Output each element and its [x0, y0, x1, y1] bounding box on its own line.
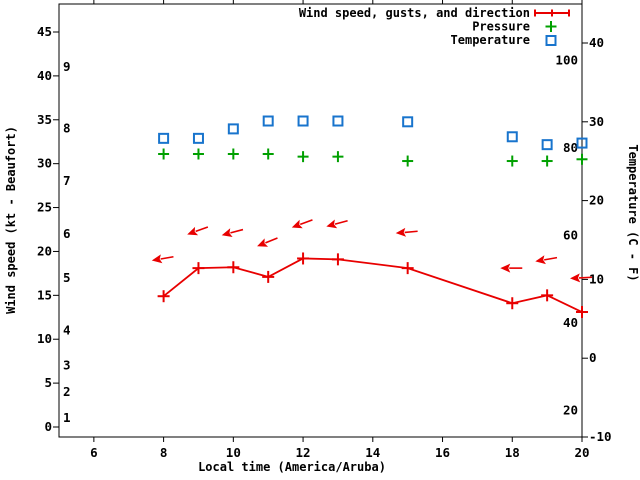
pressure-point	[262, 148, 274, 160]
fahrenheit-inner-label: 40	[563, 315, 578, 330]
left-kt-tick-label: 20	[37, 243, 52, 258]
beaufort-scale-label: 1	[63, 410, 71, 425]
axis-ticks	[53, 0, 588, 442]
x-tick-label: 18	[505, 445, 520, 460]
wind-speed-point	[506, 297, 519, 310]
wind-speed-point	[192, 262, 205, 275]
beaufort-scale-label: 5	[63, 270, 71, 285]
wind-direction-arrow-icon	[535, 255, 558, 265]
right-c-tick-label: 30	[589, 114, 604, 129]
left-kt-tick-label: 5	[44, 375, 52, 390]
left-kt-tick-label: 10	[37, 331, 52, 346]
plot-border	[58, 3, 583, 438]
wind-direction-arrow-icon	[221, 228, 244, 237]
wind-speed-point	[157, 290, 170, 303]
wind-speed-point	[262, 270, 275, 283]
temperature-point	[192, 132, 204, 144]
beaufort-scale-label: 8	[63, 121, 71, 136]
fahrenheit-inner-label: 80	[563, 140, 578, 155]
wind-direction-arrow-icon	[151, 254, 174, 264]
beaufort-scale-label: 7	[63, 173, 71, 188]
x-tick-label: 16	[435, 445, 450, 460]
wind-speed-point	[541, 289, 554, 302]
left-kt-tick-label: 30	[37, 156, 52, 171]
fahrenheit-inner-label: 100	[555, 53, 578, 68]
fahrenheit-inner-label: 60	[563, 228, 578, 243]
temperature-point	[402, 116, 414, 128]
left-kt-tick-label: 0	[44, 419, 52, 434]
left-kt-tick-label: 35	[37, 112, 52, 127]
wind-speed-point	[227, 261, 240, 274]
legend-sample-temperature-square-icon	[545, 35, 557, 46]
x-tick-label: 20	[574, 445, 589, 460]
wind-speed-point	[297, 252, 310, 265]
axis-tick-labels: 6 8 10 12 14 16 18 2005101520253035404512345678…	[37, 24, 612, 460]
wind-direction-arrow-icon	[257, 237, 278, 247]
x-axis-label: Local time (America/Aruba)	[198, 460, 386, 474]
left-kt-tick-label: 15	[37, 287, 52, 302]
right-y-axis-label: Temperature (C - F)	[626, 144, 640, 281]
wind-speed-point	[401, 262, 414, 275]
right-c-tick-label: 40	[589, 35, 604, 50]
temperature-point	[541, 139, 553, 151]
beaufort-scale-label: 4	[63, 322, 71, 337]
pressure-point	[541, 155, 553, 167]
wind-speed-line	[163, 257, 583, 313]
pressure-point	[297, 151, 309, 163]
left-y-axis-label: Wind speed (kt - Beaufort)	[4, 126, 18, 314]
wind-direction-arrow-icon	[187, 226, 209, 236]
x-tick-label: 14	[365, 445, 380, 460]
temperature-point	[262, 115, 274, 127]
beaufort-scale-label: 3	[63, 358, 71, 373]
left-kt-tick-label: 45	[37, 24, 52, 39]
legend-label-temperature: Temperature	[451, 33, 530, 47]
wind-direction-arrow-icon	[570, 273, 593, 283]
temperature-point	[297, 115, 309, 127]
wind-direction-arrow-icon	[500, 263, 523, 273]
pressure-point	[506, 155, 518, 167]
right-c-tick-label: 20	[589, 193, 604, 208]
wind-direction-arrow-icon	[326, 219, 348, 229]
wind-direction-arrow-icon	[291, 219, 313, 229]
temperature-point	[227, 123, 239, 135]
x-tick-label: 8	[160, 445, 168, 460]
pressure-point	[158, 148, 170, 160]
left-kt-tick-label: 25	[37, 200, 52, 215]
pressure-point	[192, 148, 204, 160]
pressure-point	[227, 148, 239, 160]
right-c-tick-label: -10	[589, 429, 612, 444]
left-kt-tick-label: 40	[37, 68, 52, 83]
temperature-point	[158, 132, 170, 144]
right-c-tick-label: 0	[589, 350, 597, 365]
legend-sample-pressure-plus-icon	[545, 21, 557, 32]
beaufort-scale-label: 9	[63, 59, 71, 74]
wind-direction-arrow-icon	[395, 227, 418, 237]
temperature-point	[506, 131, 518, 143]
x-tick-label: 6	[90, 445, 98, 460]
temperature-point	[332, 115, 344, 127]
temperature-point	[576, 137, 588, 149]
beaufort-scale-label: 6	[63, 226, 71, 241]
fahrenheit-inner-label: 20	[563, 403, 578, 418]
legend-label-pressure: Pressure	[472, 20, 530, 34]
legend: Wind speed, gusts, and direction Pressur…	[299, 6, 570, 47]
pressure-point	[332, 151, 344, 163]
pressure-point	[576, 153, 588, 165]
beaufort-scale-label: 2	[63, 384, 71, 399]
x-tick-label: 12	[296, 445, 311, 460]
legend-label-wind: Wind speed, gusts, and direction	[299, 6, 530, 20]
pressure-point	[402, 155, 414, 167]
right-c-tick-label: 10	[589, 271, 604, 286]
legend-sample-wind-errorbar-icon	[534, 9, 570, 17]
wind-speed-point	[576, 306, 588, 319]
data-layer	[151, 115, 593, 319]
x-tick-label: 10	[226, 445, 241, 460]
wind-speed-point	[331, 253, 344, 266]
